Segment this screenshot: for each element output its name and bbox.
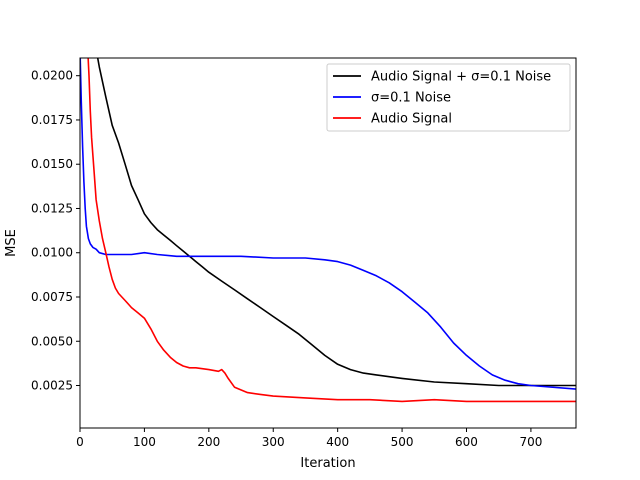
legend-box	[326, 63, 571, 132]
plot-frame	[79, 57, 577, 429]
x-tick-label: 700	[519, 435, 542, 449]
y-tick-label: 0.0025	[31, 379, 73, 393]
x-tick-label: 500	[391, 435, 414, 449]
y-tick-label: 0.0175	[31, 113, 73, 127]
y-axis: 0.0025 0.0050 0.0075 0.0100 0.0125 0.0150 0.01…	[31, 69, 80, 393]
x-tick-label: 400	[326, 435, 349, 449]
legend-label: Audio Signal + σ=0.1 Noise	[371, 70, 551, 85]
y-tick-label: 0.0100	[31, 246, 73, 260]
legend-label: Audio Signal	[371, 112, 452, 127]
series-line-2	[87, 58, 576, 403]
x-tick-label: 100	[133, 435, 156, 449]
series-line-0	[96, 58, 576, 387]
x-axis: 0 100 200 300 400 500 600 700	[76, 428, 542, 449]
legend-label: σ=0.1 Noise	[371, 91, 451, 106]
x-tick-label: 200	[197, 435, 220, 449]
y-axis-label: MSE	[4, 229, 19, 257]
x-tick-label: 600	[455, 435, 478, 449]
x-axis-label: Iteration	[300, 456, 355, 471]
x-tick-label: 0	[76, 435, 84, 449]
y-tick-label: 0.0200	[31, 69, 73, 83]
series-line-1	[80, 58, 576, 390]
y-tick-label: 0.0125	[31, 201, 73, 215]
x-tick-label: 300	[262, 435, 285, 449]
y-tick-label: 0.0050	[31, 334, 73, 348]
y-tick-label: 0.0075	[31, 290, 73, 304]
y-tick-label: 0.0150	[31, 157, 73, 171]
series-layer	[80, 58, 576, 403]
legend: Audio Signal + σ=0.1 Noise σ=0.1 Noise Aud…	[326, 63, 571, 132]
